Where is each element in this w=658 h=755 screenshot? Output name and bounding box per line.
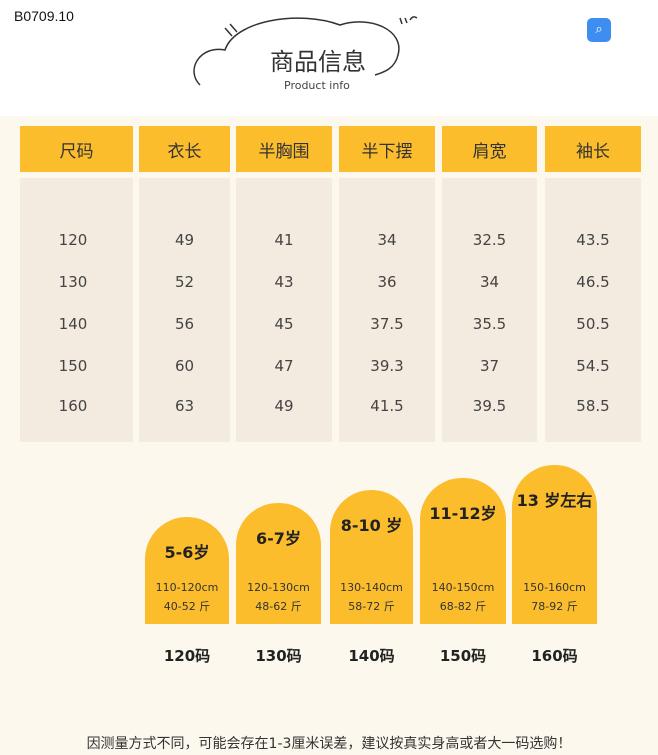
table-cell: 39.5 (472, 397, 507, 415)
weight-range: 58-72 斤 (348, 600, 395, 613)
size-card: 13 岁左右 150-160cm 78-92 斤 (512, 465, 597, 624)
age-range: 8-10 岁 (340, 516, 403, 535)
size-info: 110-120cm 40-52 斤 (145, 578, 229, 616)
column-header: 半下摆 (339, 126, 435, 172)
table-cell: 50.5 (576, 315, 610, 333)
table-cell: 36 (377, 273, 397, 291)
age-range: 5-6岁 (164, 543, 210, 562)
table-cell: 150 (58, 357, 88, 375)
table-cell: 49 (274, 397, 294, 415)
weight-range: 68-82 斤 (439, 600, 487, 613)
table-cell: 34 (377, 231, 397, 249)
age-range: 11-12岁 (429, 504, 497, 523)
table-cell: 32.5 (472, 231, 507, 249)
column-header: 衣长 (139, 126, 230, 172)
table-cell: 60 (174, 357, 195, 375)
table-cell: 41.5 (370, 397, 404, 415)
table-cell: 140 (58, 315, 88, 333)
table-cell: 43 (274, 273, 294, 291)
size-info: 150-160cm 78-92 斤 (512, 578, 597, 616)
table-cell: 37 (479, 357, 500, 375)
height-range: 120-130cm (247, 581, 310, 594)
table-cell: 46.5 (576, 273, 610, 291)
height-range: 150-160cm (523, 581, 586, 594)
product-code: B0709.10 (14, 8, 74, 24)
column-header: 袖长 (545, 126, 641, 172)
scan-search-icon[interactable]: ⌕ (587, 18, 611, 42)
column-header: 半胸围 (236, 126, 332, 172)
size-label: 130码 (255, 647, 302, 665)
size-card: 11-12岁 140-150cm 68-82 斤 (420, 478, 506, 624)
footer-note: 因测量方式不同，可能会存在1-3厘米误差，建议按真实身高或者大一码选购！ (86, 736, 572, 752)
column-header: 尺码 (20, 126, 133, 172)
age-range: 6-7岁 (256, 529, 301, 548)
table-cell: 49 (174, 231, 195, 249)
height-range: 130-140cm (340, 581, 403, 594)
table-cell: 35.5 (472, 315, 507, 333)
page-title: 商品信息 (270, 48, 366, 76)
header-area (0, 0, 658, 116)
size-card: 6-7岁 120-130cm 48-62 斤 (236, 503, 321, 624)
table-column (139, 178, 230, 442)
table-cell: 43.5 (576, 231, 610, 249)
table-cell: 52 (174, 273, 195, 291)
table-column (20, 178, 133, 442)
table-cell: 130 (58, 273, 88, 291)
height-range: 140-150cm (431, 581, 495, 594)
size-label: 160码 (531, 647, 578, 665)
size-label: 150码 (439, 647, 487, 665)
table-cell: 54.5 (576, 357, 610, 375)
age-range: 13 岁左右 (516, 491, 593, 510)
page-subtitle: Product info (284, 79, 350, 92)
size-label: 120码 (163, 647, 211, 665)
table-column (442, 178, 537, 442)
weight-range: 78-92 斤 (531, 600, 578, 613)
table-column (545, 178, 641, 442)
table-cell: 58.5 (576, 397, 610, 415)
size-label: 140码 (348, 647, 395, 665)
table-column (339, 178, 435, 442)
size-card: 8-10 岁 130-140cm 58-72 斤 (330, 490, 413, 624)
table-cell: 160 (58, 397, 88, 415)
size-info: 130-140cm 58-72 斤 (330, 578, 413, 616)
table-cell: 41 (274, 231, 294, 249)
table-cell: 37.5 (370, 315, 404, 333)
weight-range: 48-62 斤 (255, 600, 302, 613)
table-cell: 39.3 (370, 357, 404, 375)
table-cell: 45 (274, 315, 294, 333)
size-info: 140-150cm 68-82 斤 (420, 578, 506, 616)
weight-range: 40-52 斤 (163, 600, 211, 613)
table-cell: 34 (479, 273, 500, 291)
table-cell: 47 (274, 357, 294, 375)
column-header: 肩宽 (442, 126, 537, 172)
height-range: 110-120cm (155, 581, 219, 594)
table-cell: 63 (174, 397, 195, 415)
table-cell: 56 (174, 315, 195, 333)
table-column (236, 178, 332, 442)
size-info: 120-130cm 48-62 斤 (236, 578, 321, 616)
size-card: 5-6岁 110-120cm 40-52 斤 (145, 517, 229, 624)
cloud-outline-icon (193, 16, 418, 86)
table-cell: 120 (58, 231, 88, 249)
